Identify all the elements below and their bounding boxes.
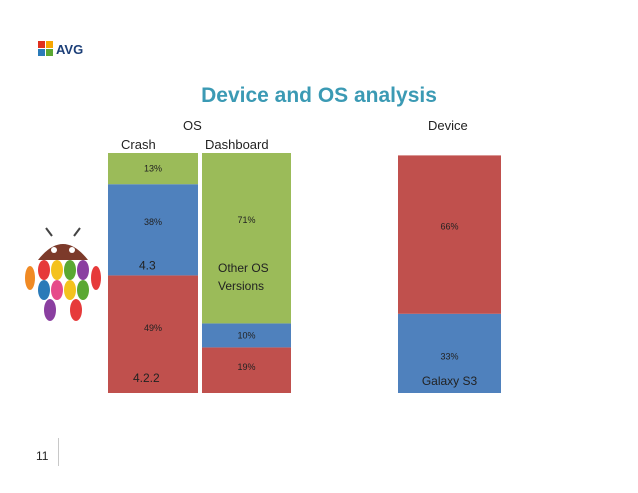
segment-value-label: 10% [237, 330, 255, 340]
segment-value-label: 13% [144, 164, 162, 174]
logo-text: AVG [56, 42, 83, 57]
bar-crash-segment-0 [108, 275, 198, 393]
bar-dashboard-segment-0 [202, 347, 291, 393]
bar-crash-segment-2 [108, 153, 198, 185]
slide-number: 11 [36, 449, 49, 463]
bar-crash-segment-1 [108, 184, 198, 276]
segment-value-label: 66% [440, 222, 458, 232]
bar-dashboard-segment-2 [202, 153, 291, 324]
bar-device-segment-0 [398, 313, 501, 393]
segment-category-label: 4.3 [139, 258, 156, 272]
page-title: Device and OS analysis [201, 84, 437, 107]
dashboard-header: Dashboard [205, 137, 269, 152]
segment-value-label: 38% [144, 217, 162, 227]
bar-dashboard-segment-1 [202, 323, 291, 348]
segment-category-label: Other OS Versions [218, 261, 269, 293]
segment-category-label: 4.2.2 [133, 371, 160, 385]
segment-value-label: 19% [237, 362, 255, 372]
segment-value-label: 49% [144, 323, 162, 333]
segment-category-label: Galaxy S3 [422, 374, 478, 388]
bar-device-segment-1 [398, 155, 501, 314]
crash-header: Crash [121, 137, 156, 152]
segment-value-label: 71% [237, 215, 255, 225]
android-jelly-bean-icon [25, 227, 101, 321]
segment-value-label: 33% [440, 351, 458, 361]
os-header: OS [183, 118, 202, 133]
device-header: Device [428, 118, 468, 133]
footer-divider [58, 438, 59, 466]
avg-logo: AVG [38, 41, 83, 57]
